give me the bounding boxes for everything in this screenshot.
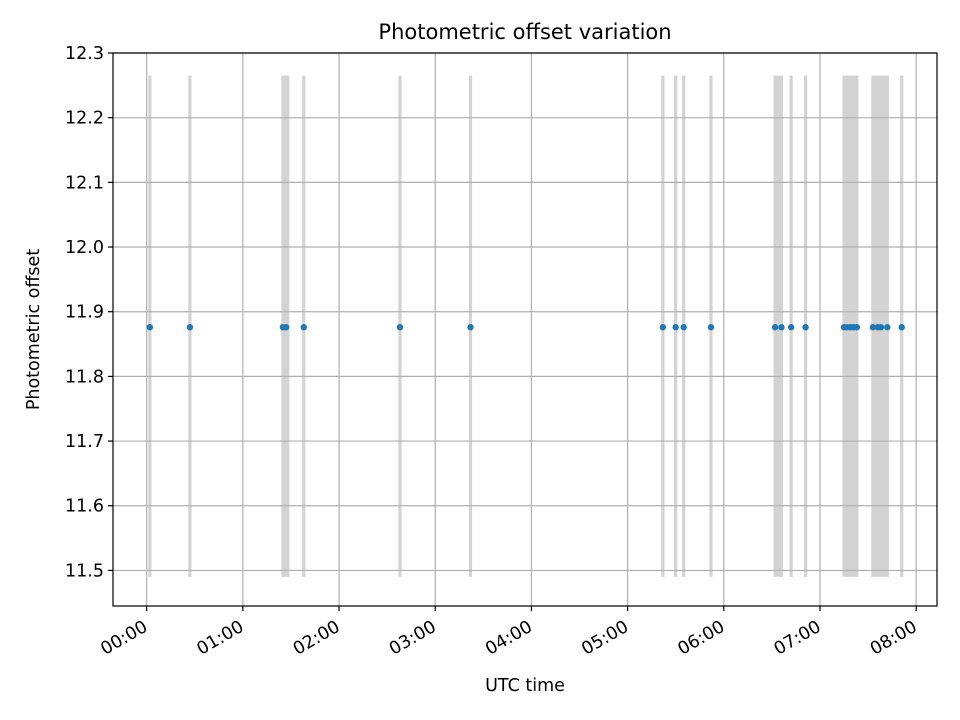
- grid: [113, 52, 937, 606]
- data-point: [877, 324, 885, 331]
- data-point: [672, 324, 679, 331]
- shaded-span: [773, 75, 784, 577]
- data-point: [778, 324, 785, 331]
- data-point: [802, 324, 809, 331]
- chart-title: Photometric offset variation: [378, 20, 671, 44]
- data-point: [869, 324, 877, 331]
- y-tick-label: 12.2: [65, 109, 104, 129]
- y-tick-label: 11.7: [65, 432, 104, 452]
- x-axis-label: UTC time: [485, 676, 565, 696]
- y-axis-label: Photometric offset: [24, 249, 44, 410]
- data-point: [467, 324, 474, 331]
- y-tick-label: 11.6: [65, 497, 104, 517]
- y-tick-label: 11.5: [65, 561, 104, 581]
- data-point: [884, 324, 891, 331]
- y-tick-label: 11.9: [65, 303, 104, 323]
- data-point: [898, 324, 905, 331]
- data-point: [396, 324, 404, 331]
- data-point: [146, 324, 154, 331]
- data-point: [659, 324, 667, 331]
- y-tick-label: 12.1: [65, 173, 104, 193]
- data-point: [787, 324, 795, 331]
- data-point: [707, 324, 715, 331]
- y-tick-label: 12.0: [65, 238, 104, 258]
- y-axis-ticks: 11.5 11.6 11.7 11.8 11.9 12.0 12.1 12.2 12.3: [65, 44, 113, 581]
- data-point: [300, 324, 307, 331]
- data-point: [282, 324, 290, 331]
- data-points: [146, 324, 905, 331]
- data-point: [186, 324, 194, 331]
- y-tick-label: 11.8: [65, 367, 104, 387]
- data-point: [680, 324, 687, 331]
- data-point: [853, 324, 861, 331]
- plot-frame: [112, 52, 938, 607]
- data-point: [771, 324, 779, 331]
- y-tick-label: 12.3: [65, 44, 104, 64]
